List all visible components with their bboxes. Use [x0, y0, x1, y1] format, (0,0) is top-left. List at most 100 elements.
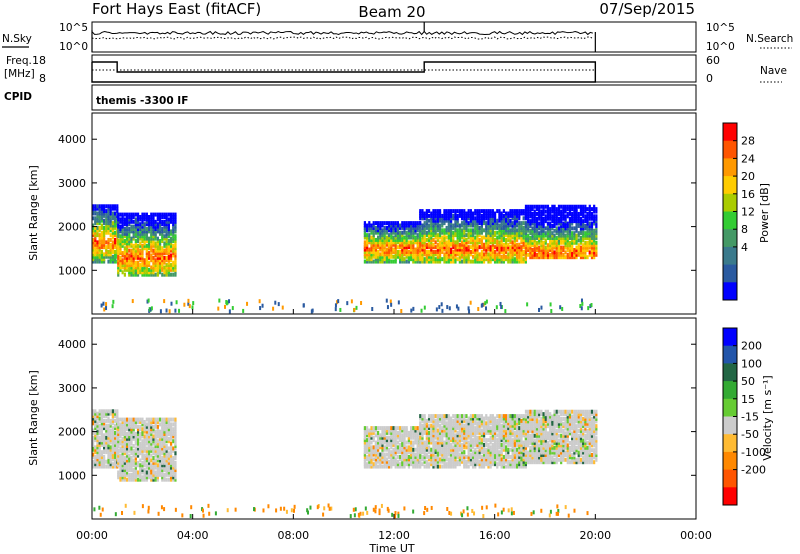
echo-cell [134, 424, 137, 429]
echo-cell [419, 223, 422, 228]
echo-cell [562, 204, 565, 209]
echo-cell [454, 209, 457, 214]
echo-cell [390, 254, 393, 259]
echo-cell [141, 270, 144, 275]
echo-cell [121, 253, 124, 258]
echo-cell [167, 212, 170, 217]
echo-cell [143, 243, 146, 248]
echo-cell [390, 428, 393, 433]
echo-cell [452, 459, 455, 464]
echo-cell [447, 259, 450, 264]
echo-cell [123, 429, 126, 434]
echo-cell [405, 242, 408, 247]
echo-cell [147, 243, 151, 248]
echo-cell [174, 472, 177, 477]
echo-cell [460, 211, 464, 216]
echo-cell [123, 468, 126, 473]
echo-cell [156, 265, 159, 270]
echo-cell [456, 430, 459, 435]
echo-cell [546, 221, 550, 226]
echo-cell [98, 221, 101, 226]
echo-cell [405, 230, 408, 235]
echo-cell [172, 224, 175, 229]
echo-cell [595, 228, 598, 233]
echo-cell [485, 245, 488, 250]
echo-cell [485, 242, 488, 247]
echo-cell [557, 204, 561, 209]
echo-cell [143, 231, 146, 236]
echo-cell [456, 459, 459, 464]
echo-cell [379, 435, 382, 440]
echo-cell [154, 436, 157, 441]
echo-cell [103, 462, 106, 467]
echo-cell [593, 214, 596, 219]
echo-cell [485, 414, 488, 419]
echo-cell [152, 456, 155, 461]
echo-cell [98, 457, 101, 462]
echo-cell [427, 233, 431, 238]
echo-cell [518, 257, 521, 262]
echo-cell [374, 228, 377, 233]
echo-cell [432, 450, 435, 455]
echo-cell [392, 459, 395, 464]
echo-cell [172, 214, 175, 219]
echo-cell [458, 414, 461, 419]
echo-cell [511, 247, 514, 252]
echo-cell [538, 240, 541, 245]
echo-cell [463, 245, 466, 250]
echo-cell [158, 229, 162, 234]
echo-cell [132, 468, 135, 473]
echo-cell [500, 445, 503, 450]
echo-cell [549, 233, 552, 238]
echo-cell [136, 212, 140, 217]
echo-cell [546, 228, 550, 233]
echo-cell [141, 465, 144, 470]
echo-cell [502, 435, 505, 440]
echo-cell [452, 418, 455, 423]
echo-cell [463, 462, 466, 467]
echo-cell [491, 223, 494, 228]
echo-cell [588, 223, 591, 228]
echo-cell [379, 240, 382, 245]
echo-cell [538, 238, 541, 243]
echo-cell [454, 447, 457, 452]
echo-cell [134, 451, 137, 456]
echo-cell [465, 418, 468, 423]
echo-cell [522, 230, 525, 235]
echo-cell [105, 414, 108, 419]
echo-cell [407, 221, 410, 226]
echo-cell [452, 452, 455, 457]
echo-cell [123, 439, 126, 444]
echo-cell [154, 267, 157, 272]
echo-cell [553, 214, 556, 219]
echo-cell [582, 228, 585, 233]
echo-cell [469, 457, 472, 462]
echo-cell [443, 414, 446, 419]
echo-cell [568, 207, 572, 212]
echo-cell [165, 453, 168, 458]
echo-cell [163, 456, 166, 461]
echo-cell [421, 247, 424, 252]
echo-cell [121, 451, 124, 456]
echo-cell [498, 245, 501, 250]
echo-cell [163, 267, 166, 272]
echo-cell [441, 442, 444, 447]
echo-cell [430, 452, 433, 457]
echo-cell [405, 245, 408, 250]
echo-cell [116, 409, 119, 414]
echo-cell [555, 252, 558, 257]
echo-cell [504, 221, 508, 226]
echo-cell [549, 240, 552, 245]
echo-cell [423, 240, 426, 245]
echo-cell [143, 260, 146, 265]
echo-cell [381, 430, 384, 435]
echo-cell [388, 225, 391, 230]
echo-cell [471, 426, 475, 431]
echo-cell [150, 463, 153, 468]
echo-cell [383, 228, 386, 233]
echo-cell [405, 223, 408, 228]
echo-cell [469, 235, 472, 240]
echo-cell [107, 240, 110, 245]
echo-cell [423, 445, 426, 450]
echo-cell [533, 211, 536, 216]
